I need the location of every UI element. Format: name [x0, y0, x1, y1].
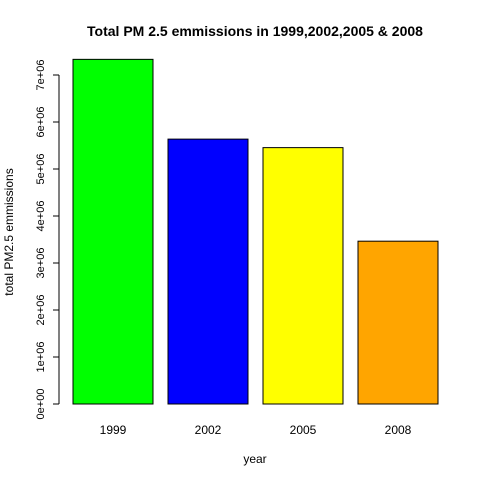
- y-tick-label: 1e+06: [35, 342, 47, 373]
- bars: [72, 58, 439, 405]
- y-tick-label: 0e+00: [35, 389, 47, 420]
- chart-title: Total PM 2.5 emmissions in 1999,2002,200…: [87, 23, 423, 39]
- y-axis: 0e+00 1e+06 2e+06 3e+06 4e+06 5e+06 6e+06 7e+06: [35, 60, 60, 420]
- bar-2008: [357, 240, 439, 405]
- x-tick-labels: 1999 2002 2005 2008: [100, 423, 412, 437]
- y-tick-label: 4e+06: [35, 201, 47, 232]
- y-tick-label: 2e+06: [35, 295, 47, 326]
- y-tick-label: 7e+06: [35, 60, 47, 91]
- x-tick-label: 2002: [195, 423, 222, 437]
- bar-1999: [72, 58, 154, 405]
- y-tick-label: 6e+06: [35, 107, 47, 138]
- y-tick-label: 5e+06: [35, 154, 47, 185]
- bar-2005: [262, 147, 344, 405]
- bar-2002: [167, 138, 249, 405]
- y-axis-label: total PM2.5 emmissions: [2, 168, 16, 295]
- x-tick-label: 2005: [290, 423, 317, 437]
- x-axis-label: year: [243, 452, 266, 466]
- x-tick-label: 2008: [385, 423, 412, 437]
- x-tick-label: 1999: [100, 423, 127, 437]
- y-tick-label: 3e+06: [35, 248, 47, 279]
